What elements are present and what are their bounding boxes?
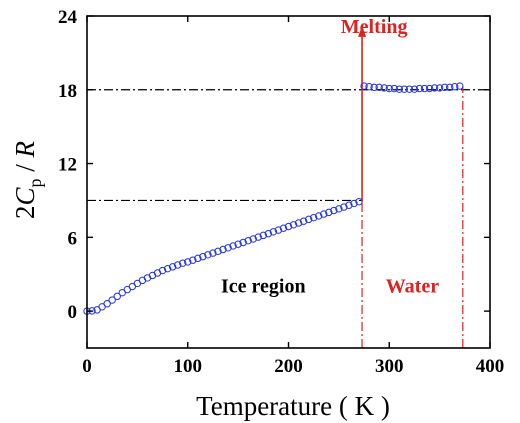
data-point: [299, 217, 308, 225]
data-point: [315, 212, 323, 220]
annotation: Water: [386, 276, 439, 298]
data-point: [430, 84, 439, 92]
data-point: [214, 247, 222, 256]
data-point: [294, 219, 303, 227]
x-tick-label: 400: [476, 356, 505, 377]
y-tick-label: 24: [58, 7, 78, 28]
data-point: [163, 264, 172, 273]
data-point: [309, 213, 318, 222]
data-point: [209, 249, 217, 257]
data-point: [259, 231, 268, 240]
data-point: [168, 263, 177, 271]
data-point: [204, 251, 212, 259]
data-point: [264, 229, 273, 238]
data-point: [219, 245, 227, 254]
data-point: [279, 224, 288, 232]
data-point: [330, 206, 338, 215]
data-point: [365, 83, 373, 91]
data-point: [179, 259, 187, 267]
y-tick-label: 12: [58, 155, 77, 176]
data-point: [113, 292, 121, 301]
y-tick-label: 6: [68, 228, 78, 249]
plot-frame: [86, 15, 491, 349]
y-label-part: /: [10, 157, 40, 178]
x-tick-label: 100: [174, 356, 203, 377]
annotation: Melting: [341, 16, 408, 38]
data-point: [229, 242, 237, 250]
data-point: [335, 205, 343, 213]
data-point: [375, 83, 383, 92]
data-point: [108, 296, 116, 304]
data-point: [199, 252, 207, 261]
data-point: [410, 85, 419, 93]
data-point: [390, 84, 398, 93]
y-label-part: 2: [10, 206, 40, 220]
x-tick-label: 300: [375, 356, 404, 377]
data-point: [400, 85, 409, 93]
y-label-part: p: [25, 179, 45, 188]
data-point: [320, 210, 328, 218]
data-point: [446, 83, 454, 92]
data-point: [173, 261, 182, 269]
data-point: [355, 197, 363, 206]
data-point: [103, 300, 111, 308]
annotation: Ice region: [221, 276, 306, 298]
data-point: [350, 199, 358, 208]
arrow-head: [358, 25, 367, 37]
y-axis-label: 2Cp / R: [10, 140, 45, 219]
data-point: [289, 221, 298, 229]
data-point: [158, 266, 167, 275]
data-point: [370, 83, 378, 92]
data-point: [194, 254, 202, 263]
data-point: [440, 83, 449, 92]
data-point: [456, 82, 464, 90]
x-tick-label: 200: [274, 356, 303, 377]
data-point: [244, 236, 252, 245]
data-point: [360, 82, 368, 90]
data-point: [224, 244, 232, 252]
data-point: [405, 85, 414, 93]
data-point: [345, 201, 353, 209]
y-tick-label: 18: [58, 81, 77, 102]
x-tick-label: 0: [82, 356, 92, 377]
data-point: [340, 203, 348, 211]
data-point: [284, 222, 293, 231]
data-point: [269, 228, 278, 236]
data-point: [415, 84, 424, 93]
data-point: [395, 85, 404, 93]
y-label-part: C: [10, 187, 40, 206]
data-point: [274, 226, 283, 234]
x-axis-label: Temperature ( K ): [196, 391, 390, 421]
data-point: [184, 258, 192, 266]
data-point: [189, 256, 197, 264]
y-label-part: R: [10, 140, 40, 158]
y-tick-label: 0: [68, 302, 78, 323]
data-point: [249, 235, 257, 243]
data-point: [304, 215, 313, 224]
data-point: [234, 240, 242, 248]
data-point: [254, 233, 262, 241]
data-point: [451, 83, 459, 91]
data-point: [325, 208, 333, 217]
data-point: [420, 84, 429, 93]
data-point: [239, 238, 247, 247]
data-point: [385, 84, 393, 93]
data-point: [380, 84, 388, 92]
data-point: [425, 84, 434, 93]
data-point: [435, 84, 444, 92]
